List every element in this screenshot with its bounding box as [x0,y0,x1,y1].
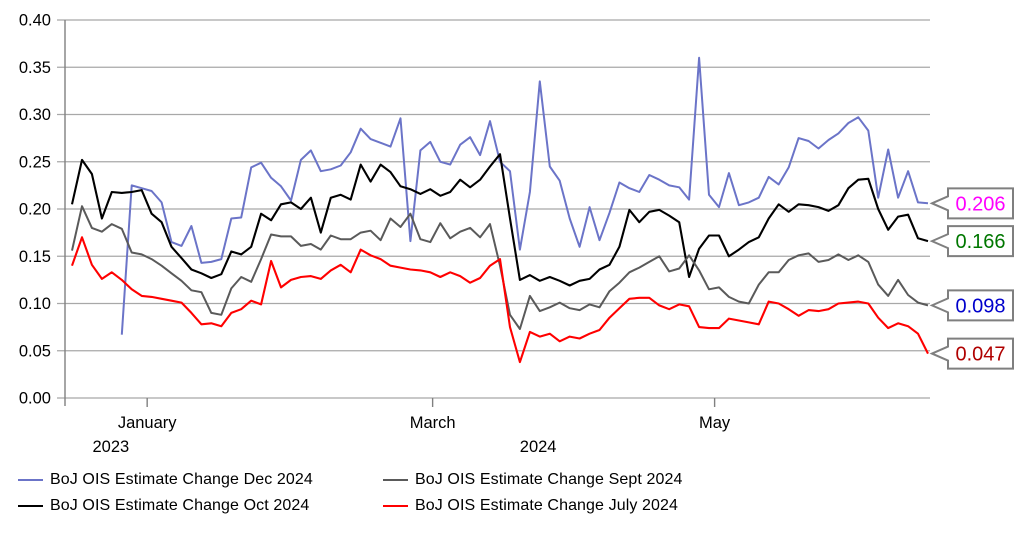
x-axis-year-label: 2024 [520,438,557,456]
legend-item-oct-2024: BoJ OIS Estimate Change Oct 2024 [18,495,309,517]
x-axis-month-label: March [410,414,456,432]
x-axis-year-label: 2023 [92,438,129,456]
series-line-0 [120,56,929,335]
y-axis-tick-label: 0.20 [19,201,51,219]
y-axis-tick-label: 0.05 [19,342,51,360]
legend-label-dec: BoJ OIS Estimate Change Dec 2024 [50,471,313,488]
legend-item-sept-2024: BoJ OIS Estimate Change Sept 2024 [383,469,682,491]
y-axis-tick-label: 0.15 [19,248,51,266]
callout-value-3: 0.047 [955,344,1005,366]
legend-label-sept: BoJ OIS Estimate Change Sept 2024 [415,471,683,488]
series-line-3 [71,236,929,364]
y-axis-tick-label: 0.25 [19,153,51,171]
y-axis-tick-label: 0.00 [19,390,51,408]
callout-bubble-0 [929,187,1014,220]
series-line-2 [71,205,929,330]
y-axis-tick-label: 0.40 [19,12,51,30]
legend-line-swatch-sept [383,479,408,481]
callout-bubble-1 [929,225,1014,258]
y-axis-tick-label: 0.10 [19,295,51,313]
callout-value-0: 0.206 [955,193,1005,215]
legend-line-swatch-oct [18,505,43,507]
x-axis-month-label: January [118,414,177,432]
y-axis-tick-label: 0.35 [19,59,51,77]
callout-bubble-2 [929,289,1014,322]
legend-item-dec-2024: BoJ OIS Estimate Change Dec 2024 [18,469,313,491]
chart-plot-area: 0.00 0.05 0.10 0.15 0.20 0.25 0.30 0.35 0.40 Janu… [19,12,1014,456]
callout-bubble-3 [929,337,1014,370]
legend-line-swatch-dec [18,479,43,481]
legend-label-july: BoJ OIS Estimate Change July 2024 [415,497,678,514]
callout-value-1: 0.166 [955,231,1005,253]
x-axis-month-label: May [699,414,731,432]
legend-line-swatch-july [383,505,408,507]
legend-item-july-2024: BoJ OIS Estimate Change July 2024 [383,495,678,517]
series-line-1 [70,153,929,287]
callout-value-2: 0.098 [955,295,1005,317]
legend-label-oct: BoJ OIS Estimate Change Oct 2024 [50,497,310,514]
y-axis-tick-label: 0.30 [19,106,51,124]
